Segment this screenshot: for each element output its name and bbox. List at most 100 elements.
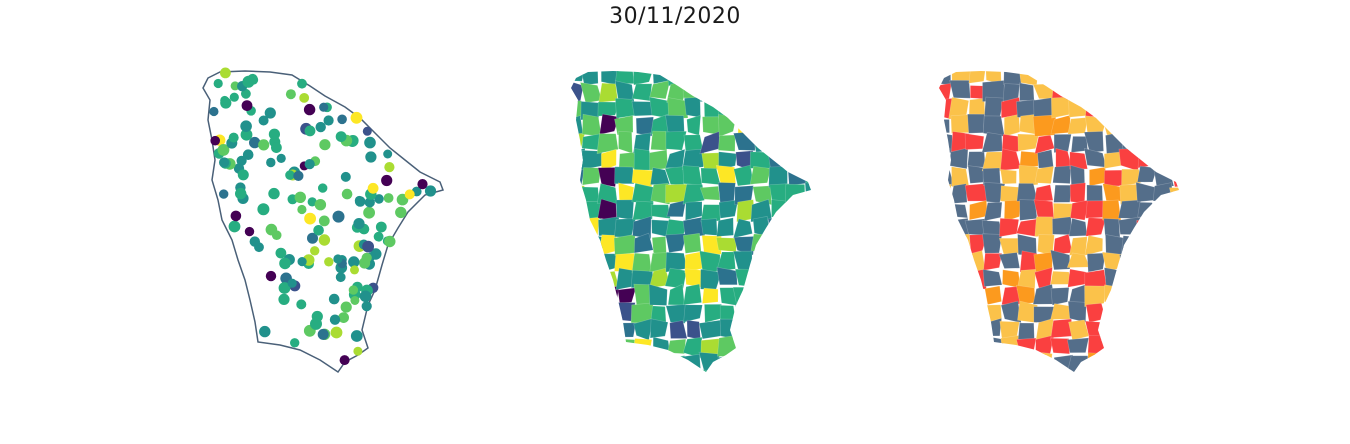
- municipality-region: [1137, 201, 1156, 218]
- municipality-region: [666, 199, 687, 218]
- municipality-region: [948, 287, 971, 307]
- station-point: [318, 183, 328, 193]
- municipality-region: [1053, 133, 1072, 153]
- municipality-region: [1171, 336, 1179, 358]
- municipality-region: [1017, 300, 1038, 324]
- municipality-region: [1138, 250, 1158, 272]
- municipality-region: [948, 253, 971, 273]
- municipality-region: [1171, 268, 1179, 286]
- station-point: [278, 293, 290, 305]
- municipality-region: [1121, 235, 1139, 253]
- municipality-region: [939, 336, 951, 358]
- station-point: [310, 317, 322, 330]
- municipality-region: [1050, 71, 1074, 85]
- station-point: [219, 157, 230, 168]
- municipality-region: [1017, 322, 1035, 341]
- municipality-region: [1087, 352, 1105, 372]
- municipality-region: [682, 216, 706, 238]
- station-point: [285, 170, 295, 180]
- municipality-region: [1123, 71, 1141, 83]
- municipality-region: [950, 318, 971, 339]
- municipality-region: [1170, 80, 1179, 103]
- municipality-region: [950, 114, 971, 134]
- municipality-region: [1085, 71, 1105, 85]
- station-point: [354, 195, 364, 205]
- municipality-region: [667, 338, 687, 355]
- municipality-region: [1119, 284, 1140, 307]
- municipality-region: [1001, 351, 1020, 372]
- municipality-region: [631, 182, 655, 205]
- station-point: [265, 270, 277, 282]
- municipality-region: [1156, 134, 1174, 151]
- municipality-region: [650, 167, 671, 185]
- municipality-region: [1086, 252, 1106, 273]
- municipality-region: [1104, 371, 1122, 372]
- station-point: [319, 139, 331, 151]
- station-point: [299, 93, 310, 103]
- municipality-region: [1018, 71, 1040, 86]
- station-point: [249, 236, 260, 247]
- station-point: [276, 153, 286, 163]
- station-point: [337, 114, 347, 125]
- municipality-region: [717, 134, 736, 152]
- municipality-region: [1067, 117, 1088, 135]
- municipality-region: [649, 80, 671, 100]
- municipality-region: [1135, 71, 1156, 83]
- station-point: [335, 131, 347, 143]
- station-point: [220, 95, 230, 105]
- municipality-region: [1106, 335, 1121, 358]
- station-point: [259, 325, 271, 338]
- municipality-region: [939, 268, 950, 288]
- station-point: [350, 111, 363, 124]
- municipality-region: [1154, 84, 1175, 103]
- municipality-region: [1053, 184, 1073, 203]
- station-point: [395, 206, 407, 219]
- municipality-region: [1171, 169, 1179, 188]
- municipality-region: [1119, 100, 1137, 120]
- municipality-region: [967, 287, 985, 306]
- station-point: [248, 75, 259, 85]
- municipality-region: [1119, 335, 1141, 355]
- station-point: [383, 149, 393, 159]
- municipality-region: [1153, 147, 1175, 171]
- municipality-region: [1119, 252, 1141, 273]
- municipality-region: [716, 251, 736, 272]
- station-point: [235, 187, 247, 200]
- municipality-region: [614, 115, 634, 136]
- municipality-region: [948, 337, 971, 358]
- municipality-region: [1103, 353, 1123, 372]
- municipality-region: [1136, 220, 1159, 240]
- municipality-region: [1154, 337, 1175, 354]
- municipality-categories: [939, 71, 1179, 372]
- station-point: [362, 126, 372, 136]
- municipality-region: [1106, 71, 1120, 86]
- municipality-region: [1171, 251, 1179, 272]
- municipality-region: [1153, 369, 1174, 372]
- municipality-region: [650, 130, 668, 151]
- station-point: [230, 81, 240, 91]
- municipality-region: [948, 356, 968, 372]
- municipality-region: [1018, 164, 1039, 187]
- municipality-region: [580, 71, 599, 86]
- municipality-region: [1034, 216, 1054, 237]
- municipality-region: [1084, 235, 1104, 256]
- station-point: [230, 210, 242, 222]
- municipality-region: [1000, 300, 1022, 324]
- municipality-region: [1083, 131, 1104, 153]
- station-point: [338, 312, 349, 323]
- municipality-region: [1034, 165, 1055, 184]
- municipality-region: [716, 266, 738, 286]
- municipality-region: [964, 133, 985, 150]
- municipality-region: [1066, 337, 1090, 354]
- municipality-region: [968, 71, 986, 84]
- station-point: [383, 193, 394, 203]
- municipality-region: [1134, 113, 1158, 134]
- municipality-region: [939, 71, 952, 86]
- municipality-region: [1105, 234, 1125, 256]
- municipality-region: [650, 182, 671, 205]
- station-point: [278, 282, 291, 294]
- municipality-region: [983, 252, 1003, 271]
- municipality-region: [1037, 149, 1054, 169]
- station-point: [364, 197, 375, 208]
